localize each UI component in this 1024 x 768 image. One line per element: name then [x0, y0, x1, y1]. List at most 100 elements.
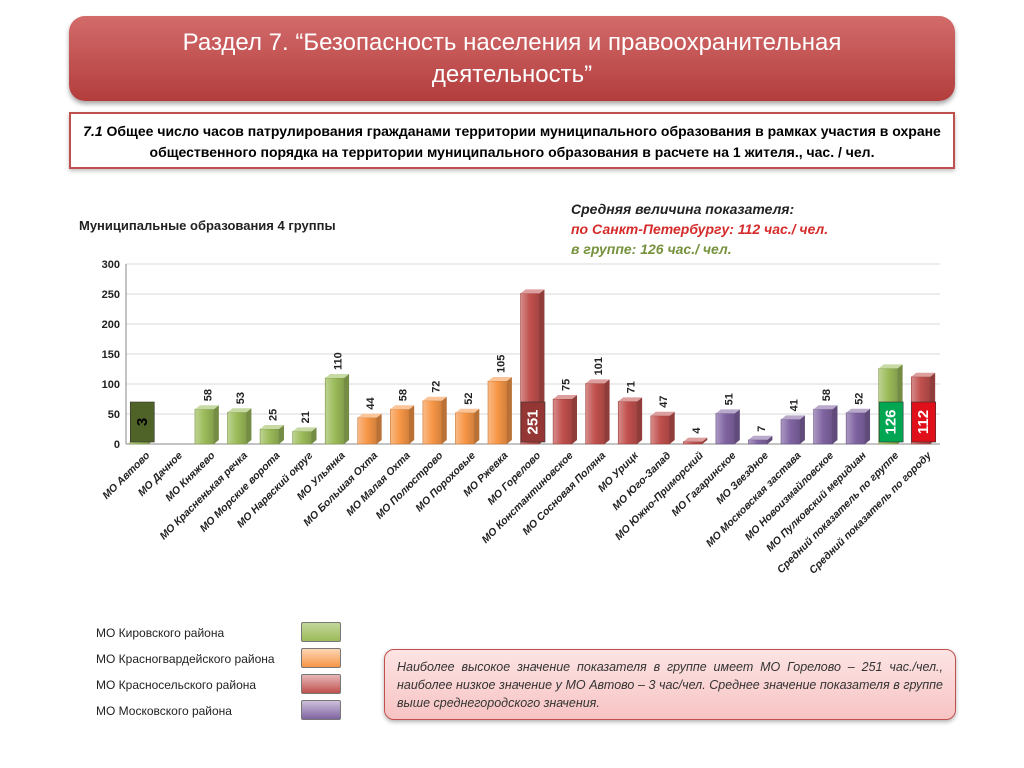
bar	[227, 411, 247, 445]
bar-top	[227, 408, 252, 413]
highlight-box	[878, 401, 904, 443]
bar	[487, 380, 508, 445]
bar	[748, 439, 768, 445]
y-tick-label: 150	[102, 349, 120, 361]
bar	[455, 412, 475, 445]
highlight-box	[129, 401, 155, 443]
legend: МО Кировского района МО Красногвардейско…	[96, 622, 346, 726]
data-label: 52	[854, 393, 866, 405]
data-label: 72	[430, 381, 442, 393]
legend-item-moskov: МО Московского района	[96, 700, 346, 726]
bar	[390, 408, 410, 445]
bar-side	[669, 411, 675, 444]
bar-side	[702, 437, 708, 444]
bar	[422, 400, 443, 445]
summary-note: Наиболее высокое значение показателя в г…	[384, 649, 956, 720]
bar	[813, 408, 833, 445]
bar-top	[715, 409, 740, 414]
y-tick-label: 200	[102, 319, 120, 331]
y-tick-label: 300	[102, 259, 120, 271]
bar-top	[260, 425, 284, 429]
data-label: 105	[495, 355, 507, 373]
bar-top	[748, 435, 773, 440]
bar	[617, 401, 638, 445]
legend-swatch-krasnosel	[301, 674, 341, 694]
bar-top	[650, 411, 675, 416]
y-tick-label: 0	[114, 439, 120, 451]
bar-top	[813, 405, 838, 410]
indicator-text: Общее число часов патрулирования граждан…	[106, 123, 941, 160]
bar-side	[376, 413, 382, 444]
indicator-description: 7.1 Общее число часов патрулирования гра…	[69, 112, 955, 169]
bar-side	[441, 396, 447, 444]
bar-side	[799, 415, 805, 444]
chart-group-title: Муниципальные образования 4 группы	[79, 218, 336, 233]
legend-swatch-kirov	[301, 622, 341, 642]
y-tick-label: 50	[108, 409, 120, 421]
x-tick-label: Средний показатель по группе	[775, 450, 901, 576]
bar-side	[637, 397, 643, 444]
bar-side	[246, 408, 252, 444]
bar-top	[683, 437, 708, 442]
bar-side	[572, 395, 578, 444]
highlight-value-label: 126	[883, 409, 900, 434]
bar-top	[553, 395, 578, 399]
data-label: 75	[561, 379, 573, 391]
bar	[845, 412, 866, 445]
bar-top	[487, 377, 512, 381]
bar-top	[422, 396, 447, 401]
bar-side	[604, 379, 610, 444]
bar-side	[734, 409, 740, 444]
data-label: 47	[658, 396, 670, 408]
bar-top	[292, 427, 317, 432]
bar	[780, 419, 801, 445]
bar-side	[832, 405, 838, 444]
data-label: 110	[333, 352, 345, 370]
bar-side	[344, 374, 350, 444]
bar-side	[865, 408, 871, 444]
legend-label: МО Кировского района	[96, 626, 225, 640]
summary-text: Наиболее высокое значение показателя в г…	[397, 660, 943, 710]
bar-side	[474, 408, 480, 444]
bar	[683, 441, 703, 445]
bar-top	[585, 379, 610, 384]
y-tick-label: 100	[102, 379, 120, 391]
bar	[650, 415, 670, 445]
data-label: 58	[202, 389, 214, 401]
data-label: 41	[788, 399, 800, 411]
data-label: 44	[365, 396, 377, 409]
bar-top	[357, 413, 382, 418]
data-label: 25	[268, 409, 280, 421]
bar-top	[520, 289, 545, 294]
bar	[357, 417, 377, 445]
data-label: 52	[463, 393, 475, 405]
data-label: 53	[235, 392, 247, 404]
legend-swatch-krasnogv	[301, 648, 341, 668]
bar	[194, 408, 215, 445]
bar-top	[911, 372, 936, 377]
highlight-box	[911, 401, 937, 443]
section-title: Раздел 7. “Безопасность населения и прав…	[182, 28, 842, 88]
bar	[552, 398, 573, 445]
bar-side	[278, 425, 284, 444]
bar	[324, 377, 345, 445]
bar	[292, 431, 312, 445]
data-label: 51	[723, 393, 735, 405]
data-label: 4	[691, 427, 703, 434]
bar	[259, 428, 280, 445]
bar-top	[390, 405, 415, 410]
bar-side	[409, 405, 415, 444]
bar-side	[311, 427, 317, 444]
section-header: Раздел 7. “Безопасность населения и прав…	[69, 16, 955, 101]
bar-top	[618, 397, 643, 402]
bar	[585, 383, 605, 445]
legend-item-krasnosel: МО Красносельского района	[96, 674, 346, 700]
legend-item-krasnogv: МО Красногвардейского района	[96, 648, 346, 674]
data-label: 71	[626, 381, 638, 393]
bar-side	[767, 435, 773, 444]
data-label: 58	[398, 389, 410, 401]
legend-swatch-moskov	[301, 700, 341, 720]
indicator-number: 7.1	[83, 123, 103, 139]
averages-title: Средняя величина показателя:	[571, 201, 795, 217]
